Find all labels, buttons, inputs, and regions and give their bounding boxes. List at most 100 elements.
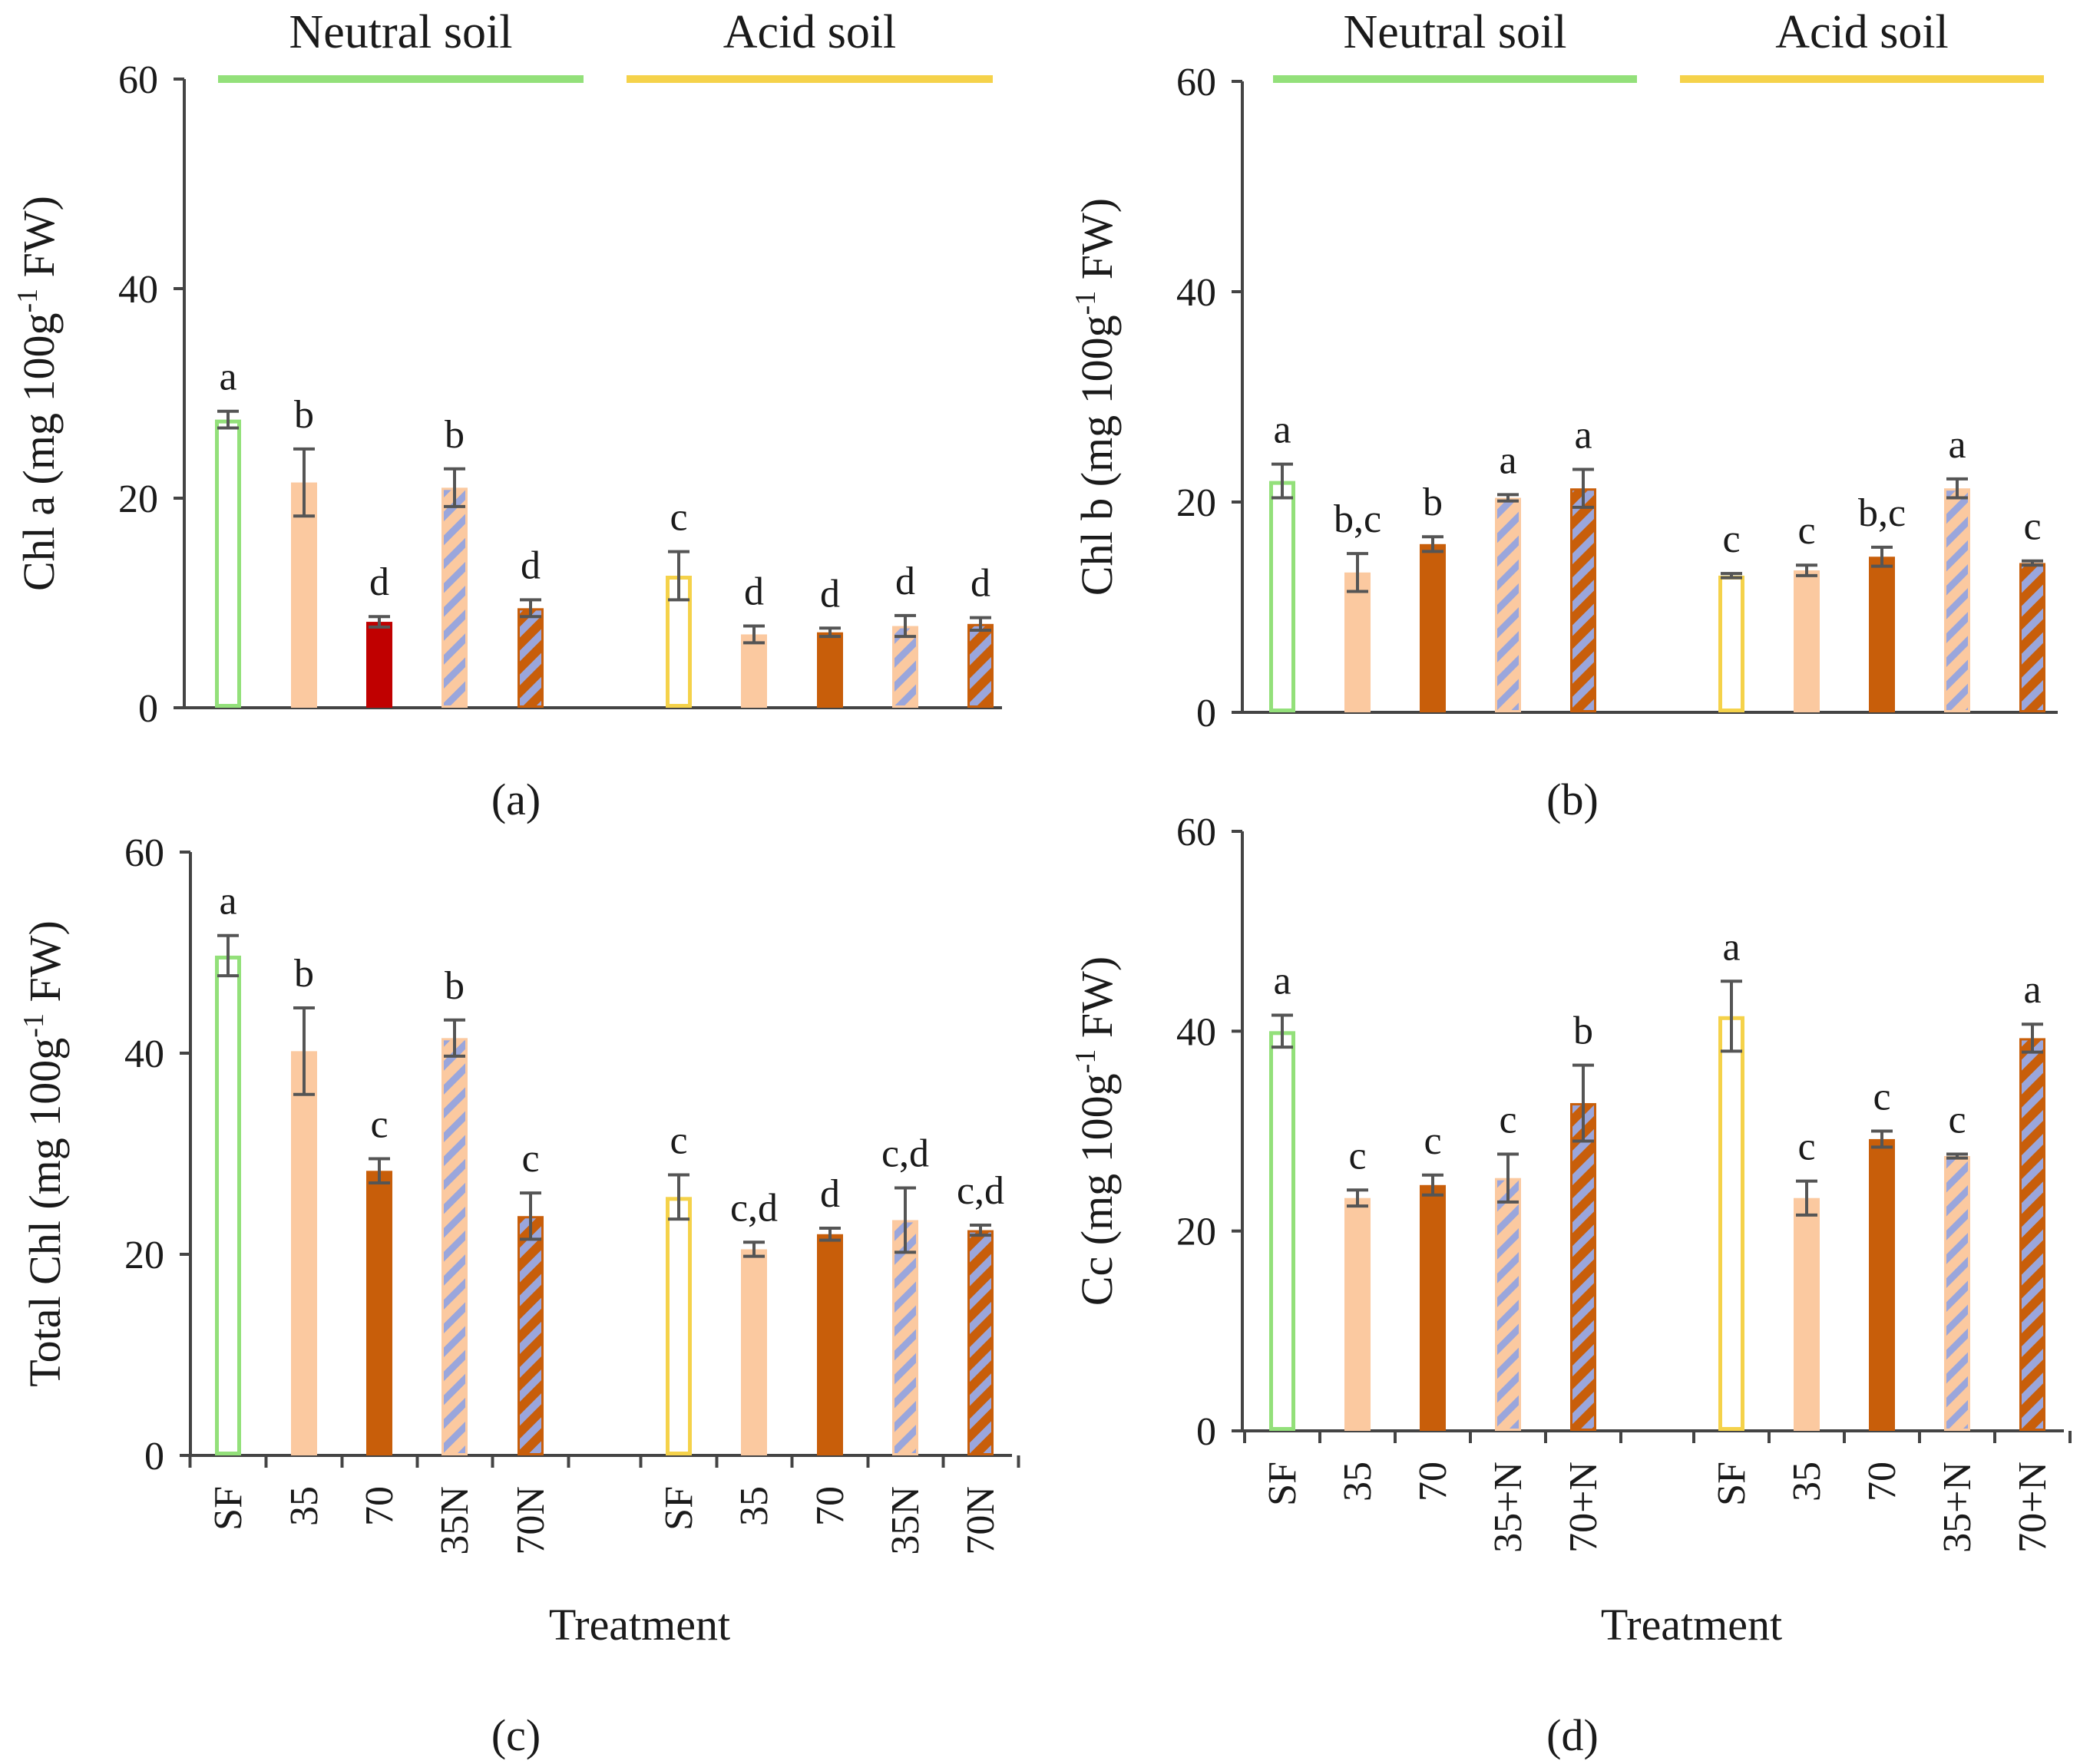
significance-letter: b xyxy=(445,964,465,1008)
bar xyxy=(1944,1156,1970,1431)
y-tick-label: 20 xyxy=(1176,481,1216,525)
x-tick-label: 35 xyxy=(732,1486,776,1526)
bar xyxy=(441,487,468,708)
chart-panel-c: 0 20 40 60 Total Chl (mg 100g-1 FW) a b c b c SF 35… xyxy=(18,831,1020,1760)
y-tick-label: 0 xyxy=(144,1435,164,1478)
bar xyxy=(666,1197,692,1455)
significance-letter: b,c xyxy=(1334,497,1381,541)
significance-letter: a xyxy=(219,355,236,399)
significance-letter: c xyxy=(1722,517,1740,561)
y-axis-label: Chl b (mg 100g-1 FW) xyxy=(1070,198,1122,596)
significance-letter: a xyxy=(1273,960,1291,1003)
bar xyxy=(1420,1184,1446,1431)
x-tick-label: 35N xyxy=(433,1486,477,1555)
x-tick-label: SF xyxy=(1710,1462,1754,1506)
significance-letter: b xyxy=(1573,1009,1593,1053)
bar xyxy=(741,1249,767,1455)
neutral-soil-title: Neutral soil xyxy=(289,6,513,58)
bar xyxy=(892,1220,918,1455)
x-tick-label: 70N xyxy=(959,1486,1003,1555)
panel-label: (d) xyxy=(1546,1710,1599,1760)
bar xyxy=(1269,1031,1295,1432)
y-tick-label: 60 xyxy=(118,58,158,102)
bar xyxy=(291,482,317,708)
bar xyxy=(1269,481,1295,712)
significance-letter: a xyxy=(219,880,236,923)
bar xyxy=(1570,1103,1596,1431)
bar xyxy=(892,626,918,709)
neutral-soil-title: Neutral soil xyxy=(1344,6,1567,58)
bar xyxy=(441,1038,468,1455)
x-tick-label: 70+N xyxy=(1562,1462,1605,1553)
acid-soil-title: Acid soil xyxy=(723,6,897,58)
panel-label: (a) xyxy=(491,775,541,824)
bar xyxy=(366,622,392,708)
significance-letter: a xyxy=(1499,438,1516,482)
y-axis-label: Cc (mg 100g-1 FW) xyxy=(1070,956,1122,1306)
significance-letter: c xyxy=(1948,1098,1966,1141)
chart-panel-d: 0 20 40 60 Cc (mg 100g-1 FW) a c c c b SF 35 70 35+N 7… xyxy=(1070,811,2072,1760)
significance-letter: d xyxy=(820,572,840,616)
significance-letter: b,c xyxy=(1858,491,1906,535)
bar xyxy=(1570,488,1596,712)
bar xyxy=(1718,1016,1744,1431)
x-tick-label: 35+N xyxy=(1936,1462,1979,1553)
chart-panel-a: 0 20 40 60 Chl a (mg 100g-1 FW) Neutral soil A… xyxy=(12,6,1002,824)
bar xyxy=(741,634,767,708)
significance-letter: a xyxy=(1948,423,1966,467)
significance-letter: d xyxy=(369,560,389,604)
y-tick-label: 60 xyxy=(1176,811,1216,854)
y-tick-label: 0 xyxy=(138,687,158,731)
significance-letter: b xyxy=(294,952,314,996)
bar xyxy=(1794,1197,1820,1431)
x-tick-label: 70 xyxy=(358,1486,402,1526)
y-tick-label: 60 xyxy=(1176,61,1216,104)
significance-letter: c xyxy=(521,1137,539,1181)
bar xyxy=(366,1171,392,1455)
significance-letter: a xyxy=(2023,968,2041,1012)
bar xyxy=(817,1234,843,1455)
bar xyxy=(1495,1178,1521,1431)
bar xyxy=(215,419,241,708)
panel-label: (b) xyxy=(1546,775,1599,824)
significance-letter: c xyxy=(1348,1134,1366,1178)
significance-letter: c,d xyxy=(881,1132,929,1176)
y-axis-label: Total Chl (mg 100g-1 FW) xyxy=(18,920,70,1387)
significance-letter: b xyxy=(294,393,314,437)
acid-soil-title: Acid soil xyxy=(1775,6,1949,58)
panel-label: (c) xyxy=(491,1710,541,1760)
significance-letter: c xyxy=(670,1119,687,1163)
significance-letter: d xyxy=(820,1172,840,1216)
bar xyxy=(967,623,994,708)
significance-letter: c xyxy=(370,1103,388,1147)
significance-letter: d xyxy=(521,543,541,587)
significance-letter: c,d xyxy=(730,1186,778,1230)
x-tick-label: 70+N xyxy=(2011,1462,2055,1553)
x-tick-label: SF xyxy=(657,1486,701,1531)
significance-letter: c xyxy=(1797,509,1815,553)
significance-letter: d xyxy=(971,562,990,606)
bar xyxy=(1944,488,1970,712)
significance-letter: c xyxy=(1873,1075,1890,1119)
significance-letter: c xyxy=(1499,1098,1516,1141)
x-tick-label: 35 xyxy=(1336,1462,1380,1501)
x-tick-label: 35N xyxy=(884,1486,928,1555)
bar xyxy=(518,1216,544,1455)
significance-letter: a xyxy=(1574,414,1592,458)
x-tick-label: SF xyxy=(207,1486,250,1531)
y-tick-label: 20 xyxy=(118,477,158,521)
y-tick-label: 40 xyxy=(1176,1010,1216,1054)
significance-letter: c xyxy=(1424,1119,1441,1163)
bar xyxy=(1495,497,1521,713)
significance-letter: c xyxy=(2023,505,2041,549)
significance-letter: a xyxy=(1722,925,1740,969)
y-tick-label: 20 xyxy=(124,1234,164,1277)
x-tick-label: SF xyxy=(1261,1462,1305,1506)
significance-letter: c,d xyxy=(957,1169,1004,1213)
bar xyxy=(1869,1138,1895,1431)
significance-letter: d xyxy=(895,560,915,603)
x-axis-label: Treatment xyxy=(1601,1600,1782,1650)
significance-letter: b xyxy=(1423,481,1443,524)
x-axis-label: Treatment xyxy=(549,1600,730,1650)
